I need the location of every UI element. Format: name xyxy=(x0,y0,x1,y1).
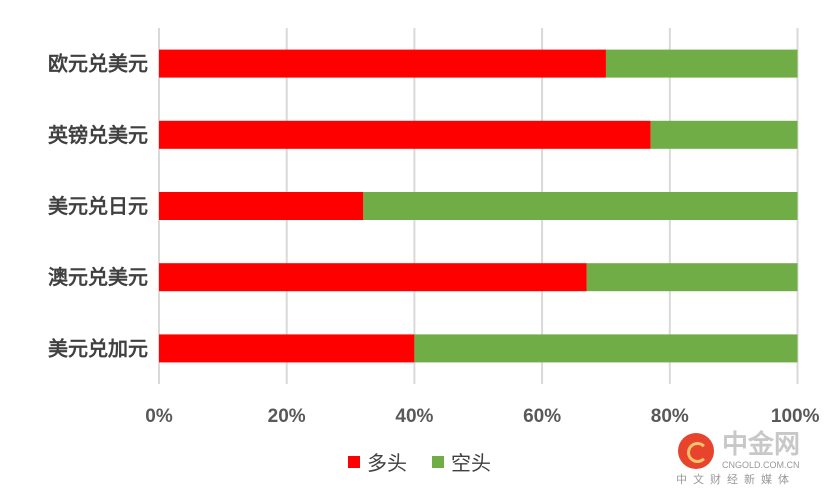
category-label: 美元兑加元 xyxy=(48,336,148,360)
x-tick-label: 40% xyxy=(395,406,433,427)
category-label: 美元兑日元 xyxy=(48,194,148,218)
bar-short xyxy=(363,192,798,220)
bar-short xyxy=(650,120,798,149)
legend-swatch xyxy=(432,456,444,468)
watermark-domain: CNGOLD.COM.CN xyxy=(722,460,800,470)
x-tick-label: 60% xyxy=(523,406,561,427)
bar-long xyxy=(159,120,651,149)
watermark-logo: 中金网 CNGOLD.COM.CN 中文财经新媒体 xyxy=(676,431,826,491)
x-tick-label: 0% xyxy=(145,406,173,427)
category-label: 澳元兑美元 xyxy=(48,265,148,289)
category-label: 英镑兑美元 xyxy=(48,123,148,147)
x-tick-label: 80% xyxy=(651,406,689,427)
bar-short xyxy=(586,263,798,292)
bar-long xyxy=(159,49,606,78)
category-label: 欧元兑美元 xyxy=(48,52,148,76)
watermark-name: 中金网 xyxy=(722,430,801,460)
x-tick-label: 20% xyxy=(268,406,306,427)
bar-long xyxy=(159,263,587,292)
watermark-slogan: 中文财经新媒体 xyxy=(676,473,795,486)
cngold-logo-icon xyxy=(678,433,714,469)
bar-long xyxy=(159,192,364,220)
legend-swatch xyxy=(348,456,360,468)
x-tick-label: 100% xyxy=(771,406,820,427)
bar-long xyxy=(159,334,415,363)
legend-label: 空头 xyxy=(451,451,491,475)
legend-label: 多头 xyxy=(367,451,407,475)
bar-short xyxy=(414,334,798,363)
bar-short xyxy=(605,49,798,78)
